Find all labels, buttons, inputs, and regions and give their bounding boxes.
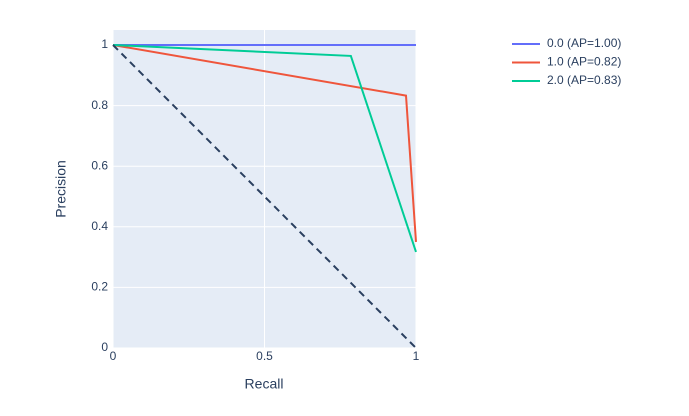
y-tick-label: 0.8: [91, 98, 108, 112]
legend-label: 0.0 (AP=1.00): [547, 36, 621, 50]
legend-label: 2.0 (AP=0.83): [547, 73, 621, 87]
line: [112, 44, 417, 243]
y-tick-label: 0: [101, 340, 108, 354]
y-tick-label: 0.4: [91, 219, 108, 233]
x-tick-label: 1: [413, 349, 420, 363]
legend-label: 1.0 (AP=0.82): [547, 55, 621, 69]
y-axis-title: Precision: [53, 160, 69, 218]
x-tick-label: 0.5: [256, 349, 273, 363]
y-tick-label: 0.2: [91, 280, 108, 294]
line: [112, 44, 417, 253]
x-axis-title: Recall: [245, 376, 284, 392]
y-tick-label: 1: [101, 37, 108, 51]
x-tick-label: 0: [110, 349, 117, 363]
y-tick-label: 0.6: [91, 158, 108, 172]
